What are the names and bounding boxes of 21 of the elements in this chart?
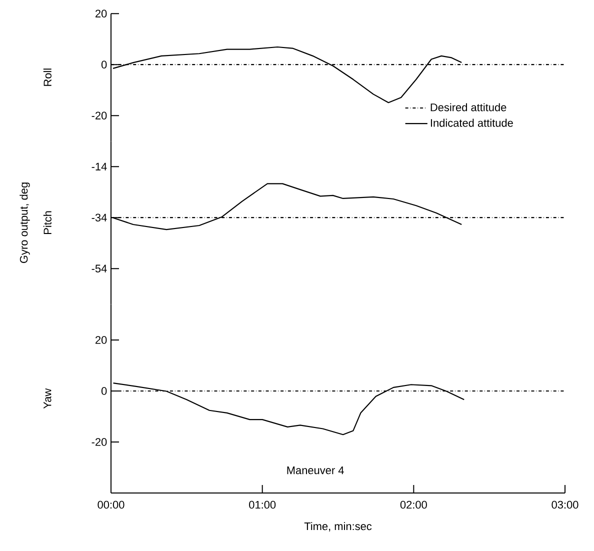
legend-label: Desired attitude — [430, 103, 506, 112]
y-tick-label: -34 — [92, 214, 107, 222]
y-tick-label: 20 — [96, 10, 107, 18]
x-tick-label: 03:00 — [552, 500, 578, 509]
y-tick-label: -14 — [92, 162, 107, 170]
x-axis-title: Time, min:sec — [304, 522, 372, 532]
y-tick-label: 0 — [101, 387, 107, 395]
annotation: Maneuver 4 — [287, 466, 344, 474]
x-tick-label: 01:00 — [249, 500, 276, 509]
text: Yaw — [44, 388, 52, 409]
x-tick-label: 00:00 — [98, 500, 124, 509]
y-tick-label: 20 — [96, 336, 107, 344]
text: Roll — [43, 68, 52, 86]
y-tick-label: 0 — [101, 60, 107, 68]
y-tick-label: -54 — [92, 264, 107, 272]
text: Pitch — [43, 211, 52, 234]
y-tick-label: -20 — [92, 438, 107, 446]
y-tick-label: -20 — [92, 112, 107, 120]
x-tick-label: 02:00 — [400, 500, 427, 509]
legend-label: Indicated attitude — [430, 118, 513, 127]
y-axis-title: Gyro output, deg — [20, 182, 30, 263]
